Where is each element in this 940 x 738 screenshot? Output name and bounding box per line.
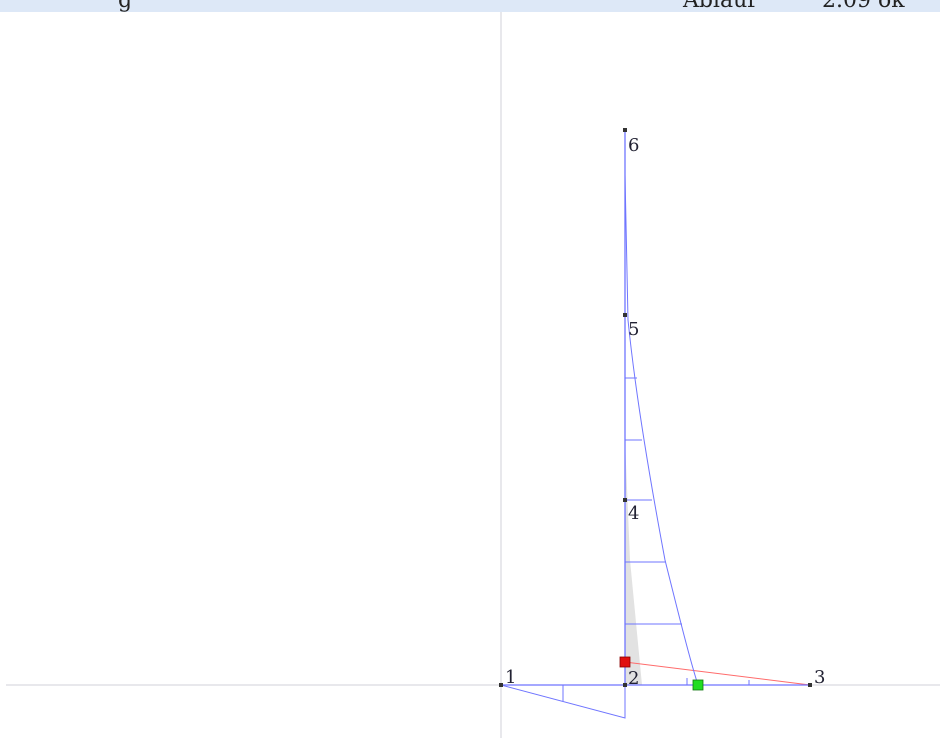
node-label-4: 4: [628, 503, 639, 524]
node-label-6: 6: [628, 135, 639, 156]
red-handle[interactable]: [619, 656, 631, 668]
node-label-2: 2: [628, 668, 639, 689]
node-5-marker[interactable]: [623, 313, 627, 317]
green-handle[interactable]: [692, 679, 704, 691]
header-status-text: Ablauf: [683, 0, 755, 12]
moment-curve: [624, 174, 699, 686]
header-value-text: 2.09 ok: [822, 0, 905, 12]
node-2-marker[interactable]: [623, 683, 627, 687]
node-3-marker[interactable]: [808, 683, 812, 687]
header-left-text: g: [118, 0, 132, 12]
node-label-1: 1: [505, 667, 516, 688]
node-label-3: 3: [814, 667, 825, 688]
node-4-marker[interactable]: [623, 498, 627, 502]
node-6-marker[interactable]: [623, 128, 627, 132]
node-label-5: 5: [628, 319, 639, 340]
header-bar: g Ablauf 2.09 ok: [0, 0, 940, 12]
node-1-marker[interactable]: [499, 683, 503, 687]
red-diagonal-line: [624, 661, 811, 686]
